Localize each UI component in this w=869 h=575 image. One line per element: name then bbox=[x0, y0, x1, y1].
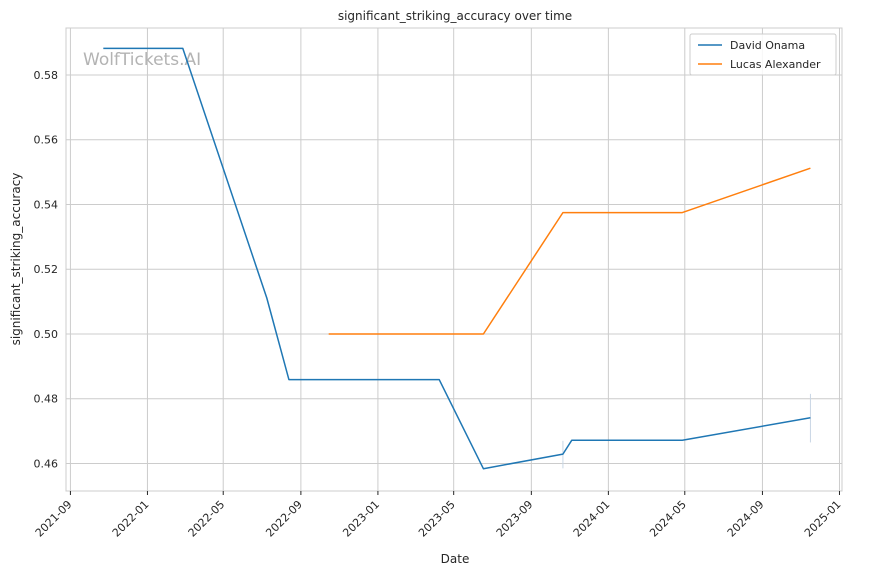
watermark: WolfTickets.AI bbox=[83, 50, 201, 70]
chart-title: significant_striking_accuracy over time bbox=[338, 9, 572, 23]
y-axis-label: significant_striking_accuracy bbox=[9, 173, 23, 346]
y-tick-label: 0.46 bbox=[34, 457, 59, 470]
y-tick-label: 0.56 bbox=[34, 134, 59, 147]
series-lines bbox=[103, 47, 811, 470]
x-axis-label: Date bbox=[441, 552, 470, 566]
y-tick-label: 0.48 bbox=[34, 393, 59, 406]
legend: David Onama Lucas Alexander bbox=[689, 33, 837, 76]
y-tick-label: 0.50 bbox=[34, 328, 59, 341]
legend-label-lucas-alexander: Lucas Alexander bbox=[730, 58, 821, 71]
series-line-david-onama bbox=[103, 47, 811, 470]
y-tick-label: 0.58 bbox=[34, 69, 59, 82]
series-line-lucas-alexander bbox=[328, 167, 811, 335]
y-tick-label: 0.54 bbox=[34, 198, 59, 211]
legend-box bbox=[689, 33, 837, 76]
y-axis-ticks: 0.46 0.48 0.50 0.52 0.54 0.56 0.58 bbox=[34, 69, 59, 471]
y-tick-label: 0.52 bbox=[34, 263, 59, 276]
legend-label-david-onama: David Onama bbox=[730, 39, 805, 52]
